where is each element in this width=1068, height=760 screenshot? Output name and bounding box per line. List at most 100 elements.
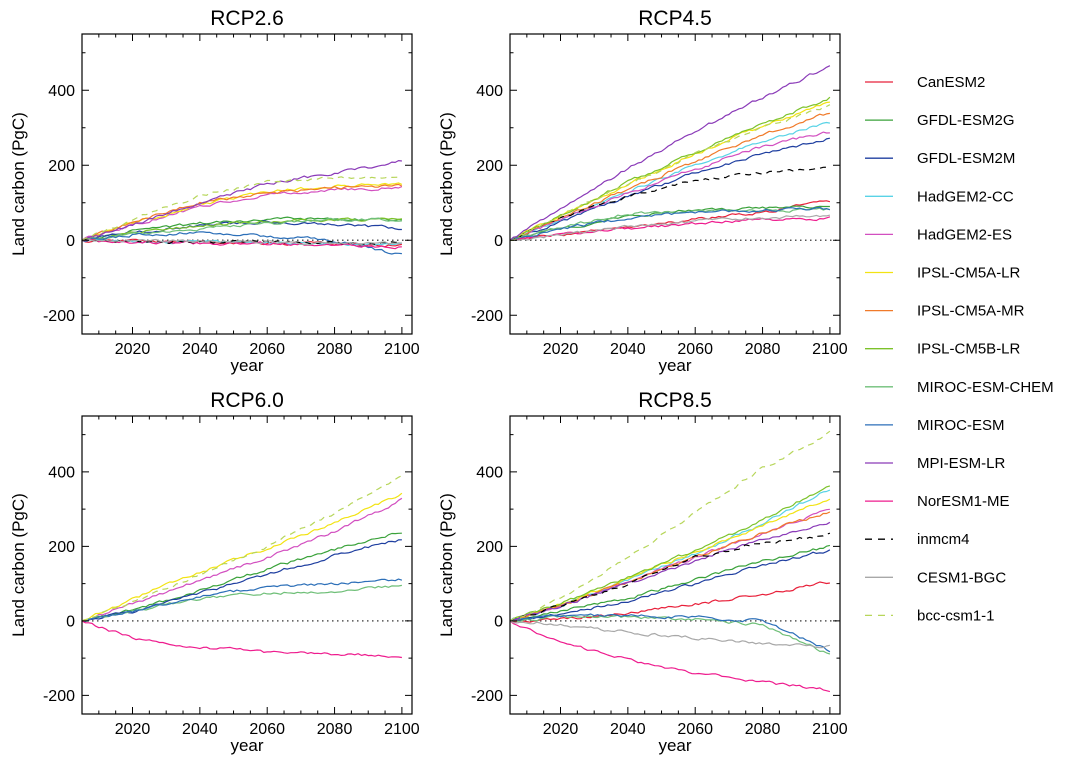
series-line-miroc-esm [82, 578, 403, 623]
legend-item: GFDL-ESM2M [865, 150, 1015, 167]
series-line-bcc-csm1-1 [82, 176, 402, 241]
x-tick-label: 2080 [745, 341, 781, 358]
legend-item: NorESM1-ME [865, 493, 1010, 510]
x-tick-label: 2020 [543, 721, 579, 738]
series-line-inmcm4 [510, 165, 831, 241]
legend-label: MIROC-ESM [917, 417, 1005, 434]
series-line-gfdl-esm2m [510, 549, 831, 622]
panel-title: RCP4.5 [638, 7, 712, 30]
y-tick-label: 400 [48, 83, 75, 100]
x-tick-label: 2060 [249, 341, 285, 358]
x-tick-label: 2060 [249, 721, 285, 738]
x-axis-label: year [230, 736, 263, 755]
legend-label: IPSL-CM5B-LR [917, 341, 1021, 358]
x-tick-label: 2020 [115, 721, 151, 738]
series-line-ipsl-cm5a-mr [82, 183, 403, 241]
x-tick-label: 2040 [182, 721, 218, 738]
legend-label: HadGEM2-ES [917, 226, 1012, 243]
series-line-gfdl-esm2m [82, 539, 402, 622]
series-line-cesm1-bgc [82, 238, 402, 246]
plot-frame [509, 33, 841, 335]
y-axis-label: Land carbon (PgC) [9, 112, 28, 256]
y-tick-label: 0 [494, 233, 503, 250]
plot-frame [509, 415, 841, 715]
legend-item: HadGEM2-ES [865, 226, 1012, 243]
series-line-mpi-esm-lr [82, 160, 402, 241]
x-tick-label: 2100 [812, 341, 848, 358]
y-tick-label: 0 [494, 613, 503, 630]
panel-title: RCP8.5 [638, 389, 712, 412]
series-group [510, 430, 831, 693]
x-tick-label: 2060 [677, 341, 713, 358]
y-tick-label: 200 [48, 539, 75, 556]
series-line-noresm1-me [510, 620, 831, 693]
y-tick-label: 400 [476, 83, 503, 100]
legend-label: HadGEM2-CC [917, 188, 1014, 205]
legend-label: MIROC-ESM-CHEM [917, 379, 1054, 396]
series-line-canesm2 [510, 581, 830, 623]
legend-item: inmcm4 [865, 531, 970, 548]
legend-item: GFDL-ESM2G [865, 112, 1015, 129]
x-axis-label: year [658, 356, 691, 375]
series-line-noresm1-me [510, 216, 831, 241]
y-tick-label: 200 [476, 158, 503, 175]
x-axis-label: year [658, 736, 691, 755]
panel-rcp45: 2020 2040 2060 2080 2100 -200 0 200 400 RCP4.5 yea… [437, 7, 848, 375]
legend-item: CanESM2 [865, 74, 985, 91]
legend-label: MPI-ESM-LR [917, 455, 1006, 472]
y-tick-label: 400 [476, 464, 503, 481]
y-tick-label: -200 [43, 688, 75, 705]
panel-rcp60: 2020 2040 2060 2080 2100 -200 0 200 400 RCP6.0 yea… [9, 389, 420, 755]
series-line-noresm1-me [82, 620, 402, 659]
plot-frame [81, 415, 413, 715]
series-line-bcc-csm1-1 [510, 104, 831, 241]
series-line-gfdl-esm2g [82, 216, 403, 241]
series-line-inmcm4 [510, 532, 831, 622]
legend-label: CESM1-BGC [917, 569, 1006, 586]
series-group [510, 65, 831, 241]
series-line-noresm1-me [82, 238, 402, 250]
legend-item: MPI-ESM-LR [865, 455, 1006, 472]
legend-label: CanESM2 [917, 74, 985, 91]
panel-title: RCP6.0 [210, 389, 284, 412]
series-line-bcc-csm1-1 [510, 430, 831, 622]
series-line-gfdl-esm2m [510, 137, 831, 241]
y-tick-label: 200 [48, 158, 75, 175]
plot-frame [81, 33, 413, 335]
x-tick-label: 2080 [745, 721, 781, 738]
legend-item: IPSL-CM5A-MR [865, 303, 1025, 320]
y-tick-label: -200 [471, 688, 503, 705]
series-line-mpi-esm-lr [510, 65, 831, 241]
series-line-bcc-csm1-1 [82, 475, 403, 622]
legend-item: CESM1-BGC [865, 569, 1006, 586]
series-line-hadgem2-es [82, 497, 403, 622]
series-line-hadgem2-es [510, 131, 830, 241]
series-line-gfdl-esm2g [510, 544, 831, 622]
x-tick-label: 2040 [182, 341, 218, 358]
y-tick-label: -200 [471, 308, 503, 325]
series-line-cesm1-bgc [510, 620, 831, 649]
legend-label: bcc-csm1-1 [917, 607, 995, 624]
y-tick-label: -200 [43, 308, 75, 325]
legend-label: NorESM1-ME [917, 493, 1010, 510]
legend-item: IPSL-CM5A-LR [865, 265, 1021, 282]
series-line-hadgem2-cc [510, 121, 831, 241]
series-line-miroc-esm-chem [510, 614, 831, 655]
series-line-miroc-esm [510, 613, 831, 653]
series-line-ipsl-cm5a-lr [510, 498, 831, 622]
x-tick-label: 2100 [384, 721, 420, 738]
panel-rcp85: 2020 2040 2060 2080 2100 -200 0 200 400 RCP8.5 yea… [437, 389, 848, 755]
series-line-cesm1-bgc [510, 214, 831, 241]
y-tick-label: 400 [48, 464, 75, 481]
panel-rcp26: 2020 2040 2060 2080 2100 -200 0 200 400 RCP2.6 yea… [9, 7, 420, 375]
x-axis-label: year [230, 356, 263, 375]
x-tick-label: 2100 [384, 341, 420, 358]
x-tick-label: 2040 [610, 341, 646, 358]
legend: CanESM2 GFDL-ESM2G GFDL-ESM2M HadGEM2-CC Had… [865, 74, 1054, 624]
y-tick-label: 0 [66, 613, 75, 630]
series-line-ipsl-cm5b-lr [510, 485, 831, 622]
series-group [82, 475, 403, 659]
series-line-miroc-esm [510, 206, 831, 241]
